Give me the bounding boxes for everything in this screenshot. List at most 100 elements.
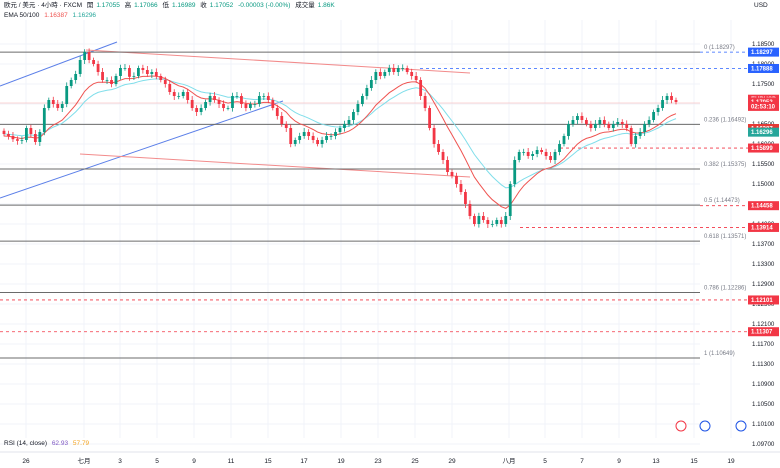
price-tag-label: 1.18297 bbox=[751, 50, 773, 56]
candle-body bbox=[392, 68, 396, 72]
candle-body bbox=[374, 72, 378, 80]
candle-body bbox=[598, 120, 602, 124]
candle-body bbox=[665, 96, 669, 100]
open-label: 開 bbox=[86, 2, 94, 9]
candlestick-series bbox=[2, 48, 678, 228]
x-tick-label: 13 bbox=[652, 458, 660, 465]
price-tags: 1.182971.17888EURUSD1.1705202:53:101.163… bbox=[675, 47, 779, 432]
high-label: 高 bbox=[124, 2, 132, 9]
candle-body bbox=[607, 124, 611, 128]
candle-body bbox=[316, 140, 319, 144]
candle-body bbox=[522, 152, 526, 153]
y-tick-label: 1.15000 bbox=[752, 181, 775, 188]
candle-body bbox=[508, 184, 512, 216]
candle-body bbox=[455, 176, 458, 184]
fib-level-label: 0.236 (1.16492) bbox=[704, 117, 746, 123]
candle-body bbox=[611, 124, 615, 128]
candle-body bbox=[38, 132, 42, 142]
fib-level-label: 0.5 (1.14473) bbox=[704, 198, 740, 204]
candle-body bbox=[20, 140, 24, 141]
candle-body bbox=[92, 60, 95, 64]
candle-body bbox=[459, 184, 463, 192]
candle-body bbox=[195, 108, 199, 112]
fib-level-label: 0.786 (1.12286) bbox=[704, 286, 746, 292]
candle-body bbox=[423, 96, 427, 108]
candle-body bbox=[481, 216, 485, 220]
candle-body bbox=[477, 216, 481, 224]
candle-body bbox=[60, 104, 64, 108]
candle-body bbox=[540, 150, 543, 152]
x-tick-label: 19 bbox=[337, 458, 345, 465]
candle-body bbox=[311, 136, 315, 140]
candle-body bbox=[495, 220, 499, 224]
candle-body bbox=[629, 128, 633, 144]
candle-body bbox=[119, 68, 122, 76]
candle-body bbox=[87, 52, 91, 60]
candle-body bbox=[240, 96, 243, 104]
x-tick-label: 5 bbox=[155, 458, 159, 465]
y-tick-label: 1.11300 bbox=[752, 361, 774, 368]
price-tag-box bbox=[748, 47, 779, 57]
support-trend-line bbox=[79, 153, 471, 178]
candle-body bbox=[168, 84, 172, 92]
y-tick-label: 1.18500 bbox=[752, 41, 775, 48]
y-tick-label: 1.09700 bbox=[752, 441, 775, 448]
fib-level-label: 0 (1.18297) bbox=[704, 45, 735, 51]
candle-body bbox=[110, 80, 113, 84]
y-tick-label: 1.12100 bbox=[752, 321, 775, 328]
price-tag-box bbox=[748, 201, 779, 211]
candle-body bbox=[347, 120, 351, 124]
lower-channel-line bbox=[0, 100, 284, 199]
y-tick-label: 1.10100 bbox=[752, 421, 775, 428]
candle-body bbox=[428, 108, 431, 128]
candle-body bbox=[580, 116, 584, 120]
candle-body bbox=[208, 96, 212, 102]
candle-body bbox=[42, 108, 46, 132]
candle-body bbox=[535, 150, 539, 154]
candle-body bbox=[204, 102, 207, 108]
ema-label: EMA 50/100 bbox=[4, 12, 40, 19]
price-tag-label: 1.11307 bbox=[751, 330, 773, 336]
price-tag-box bbox=[748, 222, 779, 232]
low-value: 1.16989 bbox=[171, 2, 196, 9]
candle-body bbox=[338, 128, 342, 132]
close-label: 收 bbox=[200, 2, 207, 9]
high-value: 1.17066 bbox=[134, 2, 158, 9]
symbol-header: 欧元 / 美元 · 4小時 · FXCM 開 1.17055 高 1.17066 低… bbox=[4, 2, 338, 10]
rsi-value-1: 62.93 bbox=[51, 440, 69, 447]
candle-body bbox=[652, 112, 655, 120]
event-marker-icon bbox=[699, 420, 711, 432]
price-tag-box bbox=[748, 143, 779, 153]
candle-body bbox=[186, 92, 190, 100]
y-tick-label: 1.11700 bbox=[752, 341, 774, 348]
currency-label: USD bbox=[754, 2, 768, 9]
candle-body bbox=[589, 124, 593, 128]
candle-body bbox=[33, 134, 37, 142]
upper-channel-line bbox=[0, 41, 118, 87]
candle-body bbox=[674, 100, 678, 102]
y-tick-label: 1.12500 bbox=[752, 301, 775, 308]
candle-body bbox=[47, 100, 51, 108]
candle-body bbox=[544, 152, 548, 156]
candle-body bbox=[114, 76, 118, 84]
price-tag-label: 1.12101 bbox=[751, 298, 773, 304]
open-value: 1.17055 bbox=[96, 2, 120, 9]
event-marker-icon bbox=[735, 420, 747, 432]
candle-body bbox=[450, 172, 454, 176]
candle-body bbox=[531, 154, 535, 156]
candle-body bbox=[222, 104, 225, 108]
candle-body bbox=[576, 116, 579, 120]
price-tag-label: 1.16296 bbox=[751, 130, 773, 136]
candle-body bbox=[468, 204, 472, 216]
candle-body bbox=[656, 108, 660, 112]
candle-body bbox=[302, 132, 306, 136]
candle-body bbox=[593, 124, 597, 128]
price-tag-label: 02:53:10 bbox=[751, 104, 776, 110]
ema-header: EMA 50/100 1.16387 1.16296 bbox=[4, 12, 99, 20]
candle-body bbox=[410, 72, 414, 76]
low-label: 低 bbox=[162, 2, 169, 9]
candle-body bbox=[101, 72, 104, 80]
candle-body bbox=[369, 80, 373, 88]
price-tag-box bbox=[748, 295, 779, 305]
